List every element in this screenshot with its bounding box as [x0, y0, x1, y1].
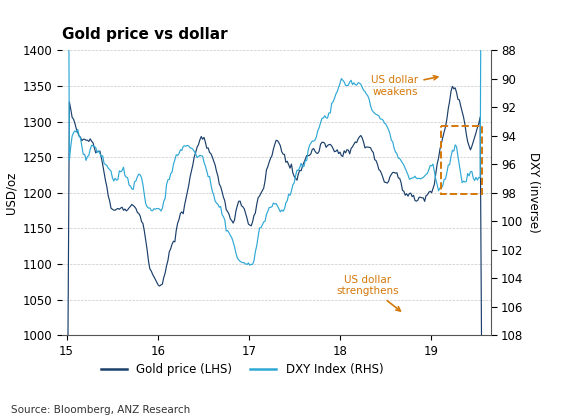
Y-axis label: USD/oz: USD/oz	[4, 171, 17, 214]
Legend: Gold price (LHS), DXY Index (RHS): Gold price (LHS), DXY Index (RHS)	[96, 358, 388, 380]
Text: Source: Bloomberg, ANZ Research: Source: Bloomberg, ANZ Research	[11, 405, 191, 415]
Text: Gold price vs dollar: Gold price vs dollar	[62, 27, 228, 42]
Y-axis label: DXY (inverse): DXY (inverse)	[527, 153, 540, 233]
Text: US dollar
strengthens: US dollar strengthens	[336, 274, 400, 311]
Text: US dollar
weakens: US dollar weakens	[371, 75, 438, 97]
